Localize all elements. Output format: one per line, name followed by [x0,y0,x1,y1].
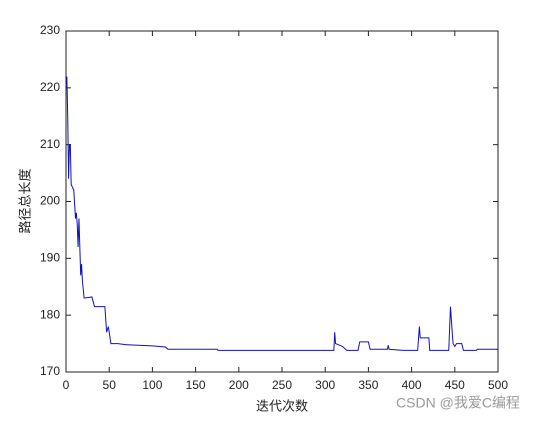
x-tick-label: 100 [142,378,162,392]
y-tick-label: 230 [40,23,60,37]
x-tick-label: 0 [63,378,70,392]
y-tick-label: 190 [40,251,60,265]
y-tick-label: 210 [40,137,60,151]
x-axis-label: 迭代次数 [256,399,308,415]
x-tick-label: 150 [186,378,206,392]
x-tick-label: 450 [445,378,465,392]
plot-frame [65,30,499,373]
y-tick-label: 220 [40,80,60,94]
x-tick-label: 50 [103,378,117,392]
x-tick-label: 300 [315,378,335,392]
x-tick-label: 200 [229,378,249,392]
y-tick-label: 170 [40,364,60,378]
data-line [65,76,498,351]
y-axis-label: 路径总长度 [18,168,34,233]
x-tick-label: 500 [488,378,508,392]
x-tick-label: 250 [272,378,292,392]
y-tick-label: 180 [40,307,60,321]
watermark: CSDN @我爱C编程 [396,395,520,411]
x-tick-label: 350 [358,378,378,392]
y-tick-label: 200 [40,194,60,208]
x-tick-label: 400 [402,378,422,392]
